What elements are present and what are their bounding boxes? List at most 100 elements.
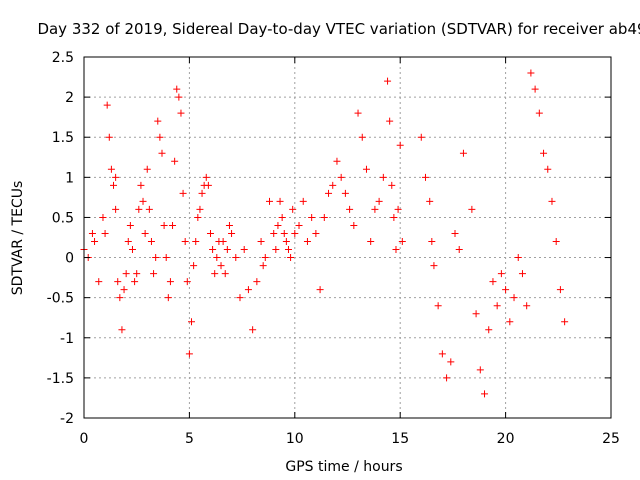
data-point bbox=[154, 117, 162, 125]
data-point bbox=[196, 205, 204, 213]
data-point bbox=[428, 238, 436, 246]
data-point bbox=[177, 109, 185, 117]
data-point bbox=[244, 286, 252, 294]
data-point bbox=[143, 165, 151, 173]
data-point bbox=[211, 270, 219, 278]
data-point bbox=[131, 278, 139, 286]
data-point bbox=[194, 213, 202, 221]
data-point bbox=[183, 278, 191, 286]
data-point bbox=[417, 133, 425, 141]
data-point bbox=[350, 221, 358, 229]
data-point bbox=[390, 213, 398, 221]
data-point bbox=[379, 173, 387, 181]
x-tick-label: 5 bbox=[185, 431, 194, 447]
y-tick-label: -2 bbox=[60, 411, 74, 427]
grid-lines bbox=[84, 57, 611, 418]
data-point bbox=[232, 254, 240, 262]
data-point bbox=[287, 254, 295, 262]
data-point bbox=[156, 133, 164, 141]
data-point bbox=[126, 221, 134, 229]
data-point bbox=[278, 213, 286, 221]
data-point bbox=[280, 229, 288, 237]
data-point bbox=[209, 246, 217, 254]
data-point bbox=[531, 85, 539, 93]
data-point bbox=[394, 205, 402, 213]
data-point bbox=[392, 246, 400, 254]
data-point bbox=[95, 278, 103, 286]
data-point bbox=[160, 221, 168, 229]
data-point bbox=[552, 238, 560, 246]
data-point bbox=[386, 117, 394, 125]
data-point bbox=[221, 270, 229, 278]
data-point bbox=[217, 262, 225, 270]
data-point bbox=[472, 310, 480, 318]
data-point bbox=[128, 246, 136, 254]
data-point bbox=[358, 133, 366, 141]
data-point bbox=[438, 350, 446, 358]
y-axis-ticks: -2 -1.5 -1 -0.5 0 0.5 1 1.5 2 2.5 bbox=[47, 50, 611, 427]
data-point bbox=[185, 350, 193, 358]
data-point bbox=[169, 221, 177, 229]
data-point bbox=[535, 109, 543, 117]
x-tick-label: 0 bbox=[80, 431, 89, 447]
data-point bbox=[333, 157, 341, 165]
data-point bbox=[133, 270, 141, 278]
data-point bbox=[147, 238, 155, 246]
data-point bbox=[295, 221, 303, 229]
data-point bbox=[228, 229, 236, 237]
y-axis-label: SDTVAR / TECUs bbox=[10, 181, 26, 296]
data-point bbox=[506, 318, 514, 326]
data-point bbox=[485, 326, 493, 334]
data-point bbox=[527, 69, 535, 77]
data-point bbox=[236, 294, 244, 302]
data-point bbox=[270, 229, 278, 237]
data-point bbox=[497, 270, 505, 278]
data-point bbox=[455, 246, 463, 254]
data-point bbox=[468, 205, 476, 213]
data-point bbox=[206, 229, 214, 237]
data-point bbox=[88, 229, 96, 237]
data-point bbox=[396, 141, 404, 149]
y-tick-label: 2.5 bbox=[52, 50, 74, 66]
data-point bbox=[299, 197, 307, 205]
data-point bbox=[346, 205, 354, 213]
data-point bbox=[316, 286, 324, 294]
data-point bbox=[329, 181, 337, 189]
data-point bbox=[518, 270, 526, 278]
data-point bbox=[375, 197, 383, 205]
data-point bbox=[202, 173, 210, 181]
data-point bbox=[188, 318, 196, 326]
x-tick-label: 15 bbox=[391, 431, 409, 447]
data-point bbox=[118, 326, 126, 334]
data-points bbox=[80, 69, 569, 398]
y-tick-label: -1 bbox=[60, 331, 74, 347]
data-point bbox=[164, 294, 172, 302]
data-point bbox=[354, 109, 362, 117]
data-point bbox=[110, 181, 118, 189]
data-point bbox=[303, 238, 311, 246]
y-tick-label: 0 bbox=[65, 251, 74, 267]
data-point bbox=[240, 246, 248, 254]
data-point bbox=[219, 238, 227, 246]
data-point bbox=[371, 205, 379, 213]
data-point bbox=[158, 149, 166, 157]
data-point bbox=[493, 302, 501, 310]
data-point bbox=[259, 262, 267, 270]
y-tick-label: -1.5 bbox=[47, 371, 74, 387]
data-point bbox=[192, 238, 200, 246]
data-point bbox=[253, 278, 261, 286]
data-point bbox=[124, 238, 132, 246]
data-point bbox=[141, 229, 149, 237]
data-point bbox=[388, 181, 396, 189]
data-point bbox=[337, 173, 345, 181]
data-point bbox=[284, 246, 292, 254]
data-point bbox=[137, 181, 145, 189]
data-point bbox=[443, 374, 451, 382]
y-tick-label: -0.5 bbox=[47, 291, 74, 307]
chart-title: Day 332 of 2019, Sidereal Day-to-day VTE… bbox=[37, 20, 640, 38]
data-point bbox=[261, 254, 269, 262]
data-point bbox=[223, 246, 231, 254]
data-point bbox=[103, 101, 111, 109]
data-point bbox=[171, 157, 179, 165]
data-point bbox=[320, 213, 328, 221]
